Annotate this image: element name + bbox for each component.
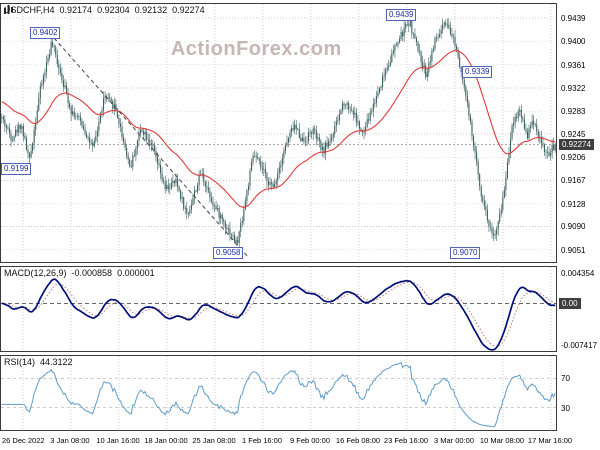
time-axis-label: 1 Feb 16:00 — [241, 436, 283, 445]
price-axis-label: 0.9322 — [561, 83, 586, 93]
rsi-level-70-label: 70 — [561, 374, 570, 383]
price-axis-label: 0.9167 — [561, 176, 586, 186]
time-axis-label: 10 Jan 16:00 — [96, 436, 140, 445]
macd-header: MACD(12,26,9) -0.000858 0.000001 — [4, 268, 155, 278]
price-axis-label: 0.9206 — [561, 153, 586, 163]
price-axis-label: 0.9090 — [561, 222, 586, 232]
open-value: 0.92174 — [59, 5, 93, 15]
macd-title: MACD(12,26,9) — [4, 268, 67, 278]
rsi-value: 44.3122 — [40, 357, 73, 367]
time-axis-label: 23 Feb 16:00 — [383, 436, 429, 445]
high-value: 0.92304 — [97, 5, 130, 15]
macd-value: -0.000858 — [71, 268, 113, 278]
time-axis-label: 26 Dec 2022 — [2, 436, 45, 445]
watermark: ActionForex.com — [170, 38, 342, 60]
price-axis-label: 0.9439 — [561, 14, 586, 24]
time-axis-label: 3 Jan 08:00 — [50, 436, 90, 445]
price-annotation: 0.9439 — [386, 9, 417, 21]
price-panel: USDCHF,H4 0.92174 0.92304 0.92132 0.9227… — [0, 3, 557, 263]
macd-chart-canvas — [1, 267, 556, 351]
macd-axis-max-label: 0.004354 — [561, 269, 595, 278]
price-annotation: 0.9070 — [450, 247, 481, 259]
rsi-header: RSI(14) 44.3122 — [4, 357, 73, 367]
price-axis-label: 0.9128 — [561, 199, 586, 209]
macd-zero-badge: 0.00 — [559, 298, 581, 309]
time-axis-label: 18 Jan 00:00 — [144, 436, 188, 445]
time-axis-label: 25 Jan 08:00 — [192, 436, 236, 445]
time-axis-label: 10 Mar 08:00 — [479, 436, 525, 445]
price-annotation: 0.9339 — [462, 66, 493, 78]
rsi-chart-canvas — [1, 356, 556, 430]
symbol-label: USDCHF,H4 — [4, 5, 55, 15]
current-price-badge: 0.92274 — [559, 139, 594, 150]
rsi-title: RSI(14) — [4, 357, 36, 367]
low-value: 0.92132 — [134, 5, 168, 15]
rsi-panel: RSI(14) 44.3122 — [0, 355, 557, 431]
close-value: 0.92274 — [172, 5, 205, 15]
time-axis-label: 3 Mar 00:00 — [433, 436, 475, 445]
time-axis-label: 17 Mar 16:00 — [527, 436, 573, 445]
price-axis-label: 0.9283 — [561, 107, 586, 117]
macd-panel: MACD(12,26,9) -0.000858 0.000001 — [0, 266, 557, 352]
rsi-level-30-label: 30 — [561, 404, 570, 413]
price-axis-label: 0.9400 — [561, 37, 586, 47]
price-annotation: 0.9199 — [1, 163, 32, 175]
macd-axis-min-label: -0.007417 — [561, 341, 598, 350]
price-axis-label: 0.9051 — [561, 245, 586, 255]
price-axis-label: 0.9361 — [561, 60, 586, 70]
price-axis-label: 0.9245 — [561, 129, 586, 139]
chart-icon — [4, 5, 13, 14]
time-axis-label: 9 Feb 00:00 — [289, 436, 331, 445]
price-annotation: 0.9058 — [213, 247, 244, 259]
macd-signal-value: 0.000001 — [117, 268, 155, 278]
chart-header: USDCHF,H4 0.92174 0.92304 0.92132 0.9227… — [4, 5, 205, 15]
price-annotation: 0.9402 — [30, 27, 61, 39]
price-chart-canvas — [1, 4, 556, 262]
time-axis-label: 16 Feb 08:00 — [335, 436, 381, 445]
